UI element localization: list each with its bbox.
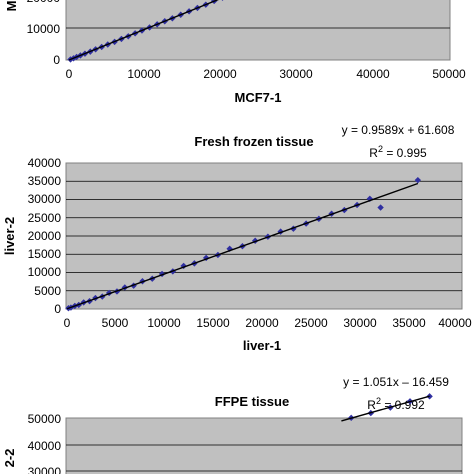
data-point: [414, 176, 422, 184]
data-point: [221, 0, 224, 1]
y-axis-label: liver-2: [2, 217, 17, 255]
data-point: [158, 270, 166, 278]
y-tick-label: 10000: [27, 22, 61, 36]
y-tick-label: 20000: [27, 0, 61, 5]
data-point: [202, 254, 210, 262]
x-tick-label: 20000: [245, 316, 279, 330]
y-axis-label: 2-2: [2, 449, 17, 468]
y-tick-label: 0: [54, 302, 61, 316]
regression-equation: y = 1.051x – 16.459: [343, 375, 449, 389]
x-tick-label: 5000: [102, 316, 129, 330]
y-tick-label: 10000: [28, 265, 62, 279]
plot-area: [65, 0, 451, 61]
y-tick-label: 30000: [28, 465, 62, 474]
x-tick-label: 25000: [294, 316, 328, 330]
chart-fresh-frozen: Fresh frozen tissue y = 0.9589x + 61.608…: [2, 123, 472, 353]
r-squared: R2 = 0.992: [367, 396, 425, 412]
y-tick-label: 0: [53, 53, 60, 67]
y-tick-label: 5000: [34, 284, 61, 298]
r-squared: R2 = 0.995: [369, 144, 427, 160]
y-tick-label: 30000: [28, 192, 62, 206]
chart-title: Fresh frozen tissue: [194, 134, 313, 149]
x-tick-label: 50000: [432, 67, 466, 81]
y-tick-label: 50000: [28, 412, 62, 426]
x-tick-label: 20000: [203, 67, 237, 81]
x-tick-label: 10000: [147, 316, 181, 330]
y-tick-label: 25000: [28, 211, 62, 225]
x-tick-label: 10000: [127, 67, 161, 81]
x-tick-label: 35000: [392, 316, 426, 330]
trendline: [66, 182, 419, 310]
y-tick-label: 35000: [28, 174, 62, 188]
data-point: [377, 204, 384, 211]
x-tick-label: 40000: [438, 316, 472, 330]
data-point: [251, 237, 259, 244]
x-tick-label: 15000: [196, 316, 230, 330]
y-tick-label: 15000: [28, 247, 62, 261]
x-tick-label: 40000: [356, 67, 390, 81]
x-tick-label: 0: [64, 316, 71, 330]
y-tick-label: 20000: [28, 229, 62, 243]
x-tick-label: 30000: [279, 67, 313, 81]
x-tick-label: 0: [66, 67, 73, 81]
trendline: [68, 0, 219, 61]
chart-mcf7: 0 10000 20000 0 10000 20000 30000 40000 …: [4, 0, 466, 105]
x-tick-label: 30000: [343, 316, 377, 330]
x-axis-label: MCF7-1: [235, 90, 282, 105]
trendline: [341, 395, 430, 422]
y-tick-label: 40000: [28, 439, 62, 453]
gridlines: [66, 180, 462, 292]
regression-equation: y = 0.9589x + 61.608: [342, 123, 455, 137]
y-tick-label: 40000: [28, 156, 62, 170]
x-axis-label: liver-1: [243, 338, 281, 353]
plot-area: [65, 417, 463, 474]
y-axis-label: M: [4, 1, 19, 12]
chart-ffpe: y = 1.051x – 16.459 FFPE tissue R2 = 0.9…: [2, 375, 463, 474]
chart-title: FFPE tissue: [215, 394, 289, 409]
